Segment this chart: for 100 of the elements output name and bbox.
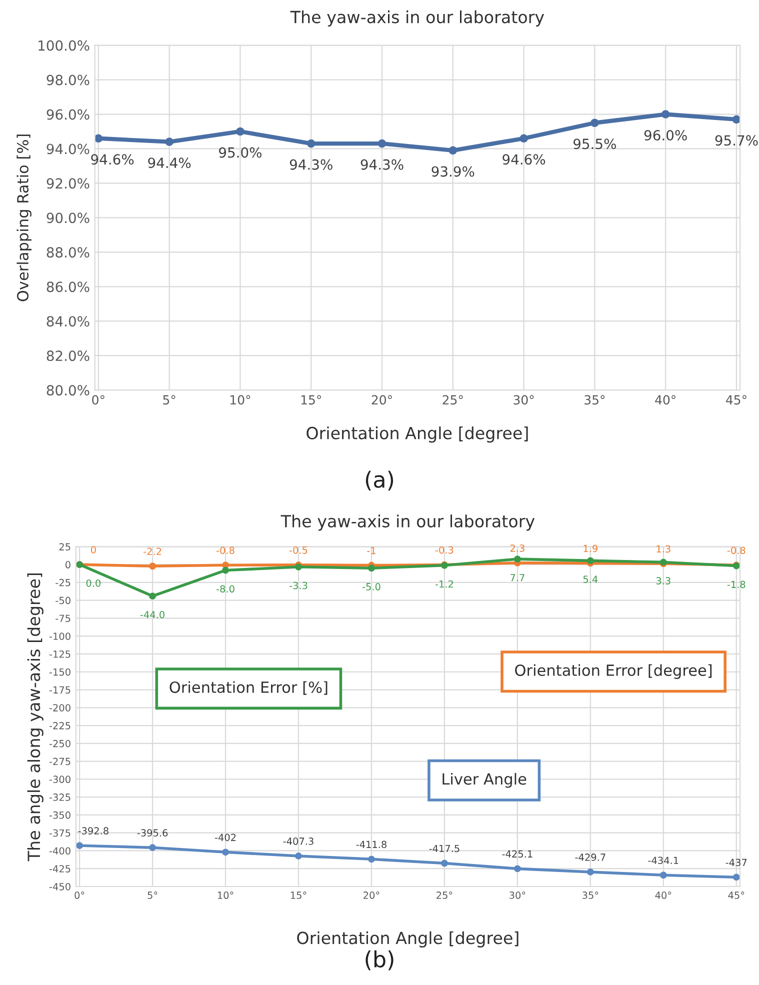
- point: [222, 562, 229, 569]
- data-label: -1.8: [727, 580, 746, 588]
- text: Liver Angle: [442, 772, 526, 788]
- x-axis-title: Orientation Angle [degree]: [306, 426, 528, 443]
- data-label: 95.0%: [219, 147, 262, 158]
- y-tick-label: 84.0%: [46, 316, 90, 327]
- y-tick-label: 96.0%: [46, 109, 90, 120]
- data-label: 5.4: [583, 576, 598, 583]
- point: [586, 868, 594, 876]
- data-label: -44.0: [140, 610, 164, 618]
- data-label: -402: [214, 834, 236, 842]
- x-tick-label: 35°: [582, 892, 598, 899]
- point: [94, 134, 103, 143]
- data-label: -425.1: [502, 850, 532, 858]
- y-tick-label: -250: [49, 740, 70, 748]
- point: [149, 592, 156, 600]
- point: [732, 874, 740, 881]
- x-tick-label: 0°: [74, 892, 84, 899]
- point: [149, 844, 156, 852]
- x-tick-label: 40°: [655, 892, 672, 899]
- point: [661, 110, 670, 118]
- point: [378, 139, 386, 148]
- y-tick-label: 98.0%: [46, 74, 90, 86]
- data-label: 94.6%: [502, 154, 546, 165]
- y-tick-label: 25: [59, 543, 70, 551]
- data-label: 0.0: [86, 579, 101, 587]
- y-tick-label: -150: [49, 668, 70, 676]
- data-label: -8.0: [216, 585, 234, 593]
- data-label: 94.4%: [148, 158, 191, 168]
- point: [295, 852, 302, 860]
- x-tick-label: 40°: [655, 395, 676, 405]
- point: [306, 139, 316, 148]
- text: Orientation Error [%]: [170, 681, 328, 695]
- x-tick-label: 5°: [163, 395, 176, 405]
- chart-title: The yaw-axis in our laboratory: [290, 10, 544, 27]
- y-tick-label: 80.0%: [46, 385, 90, 396]
- data-label: 94.3%: [360, 159, 404, 170]
- y-tick-label: -175: [49, 686, 70, 694]
- data-label: -0.8: [727, 546, 746, 554]
- data-label: -407.3: [283, 838, 314, 845]
- y-tick-label: -100: [49, 632, 70, 640]
- y-tick-label: -25: [56, 578, 70, 586]
- x-tick-label: 20°: [372, 395, 392, 405]
- data-label: -437: [726, 858, 747, 866]
- point: [590, 118, 599, 128]
- text: (a): [366, 470, 394, 491]
- y-tick-label: -200: [49, 704, 70, 712]
- data-label: 3.3: [656, 577, 670, 584]
- y-tick-label: 90.0%: [46, 212, 90, 224]
- data-label: -434.1: [648, 856, 678, 864]
- data-label: 93.9%: [432, 166, 474, 177]
- data-label: 96.0%: [644, 130, 687, 141]
- x-tick-label: 15°: [290, 892, 306, 899]
- data-label: 0: [90, 546, 96, 554]
- y-tick-label: -350: [49, 811, 70, 819]
- data-label: -3.3: [289, 582, 308, 590]
- x-tick-label: 10°: [230, 395, 250, 405]
- y-tick-label: 82.0%: [46, 350, 90, 362]
- y-axis-title: The angle along yaw-axis [degree]: [27, 573, 44, 862]
- data-label: -417.5: [429, 844, 460, 852]
- y-tick-label: -375: [49, 829, 70, 837]
- x-tick-label: 0°: [92, 395, 104, 405]
- chart-title: The yaw-axis in our laboratory: [280, 514, 535, 531]
- y-axis-title: Overlapping Ratio [%]: [16, 134, 32, 302]
- y-tick-label: -325: [49, 794, 70, 801]
- x-tick-label: 45°: [726, 395, 746, 405]
- y-tick-label: 88.0%: [46, 247, 90, 258]
- point: [222, 566, 229, 574]
- x-tick-label: 35°: [584, 395, 605, 405]
- y-tick-label: -225: [49, 722, 70, 730]
- data-label: -429.7: [575, 854, 606, 861]
- y-tick-label: -450: [49, 882, 70, 890]
- data-label: 1.9: [584, 544, 598, 552]
- data-label: 2.3: [510, 544, 524, 552]
- y-tick-label: -425: [49, 865, 70, 872]
- y-tick-label: -125: [49, 650, 70, 658]
- point: [514, 556, 521, 563]
- point: [222, 848, 229, 856]
- data-label: -411.8: [356, 840, 386, 848]
- y-tick-label: 92.0%: [46, 178, 90, 189]
- data-label: -0.3: [435, 546, 454, 554]
- point: [368, 564, 375, 572]
- data-label: 1.3: [656, 545, 670, 553]
- x-tick-label: 25°: [436, 892, 452, 899]
- point: [660, 872, 667, 879]
- data-label: -0.5: [289, 546, 308, 554]
- y-tick-label: -75: [56, 614, 70, 622]
- point: [732, 115, 740, 124]
- y-tick-label: -50: [56, 596, 70, 604]
- point: [76, 842, 84, 850]
- data-label: -5.0: [362, 583, 380, 590]
- data-label: -392.8: [78, 827, 108, 835]
- data-label: -1.2: [435, 580, 453, 588]
- x-tick-label: 30°: [514, 395, 534, 405]
- point: [586, 557, 594, 564]
- point: [149, 562, 156, 570]
- x-tick-label: 20°: [364, 892, 380, 899]
- point: [368, 856, 375, 863]
- data-label: -395.6: [137, 829, 168, 837]
- x-tick-label: 5°: [148, 892, 158, 899]
